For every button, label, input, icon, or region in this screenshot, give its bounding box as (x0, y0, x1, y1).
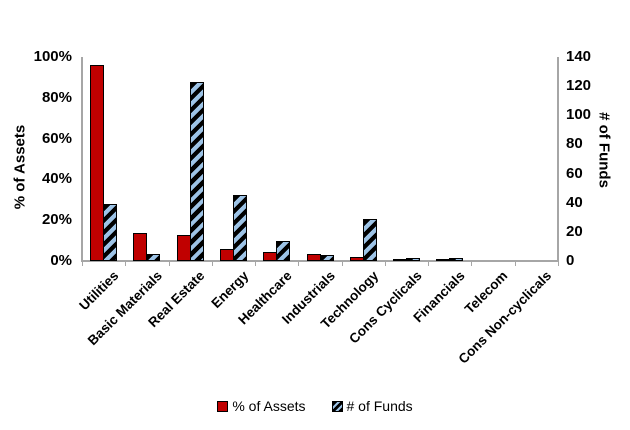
bar-number-of-funds (233, 195, 247, 261)
x-axis-tick-mark (255, 262, 256, 266)
right-axis-tick-label: 0 (566, 252, 575, 269)
x-category-label: Basic Materials (84, 268, 165, 349)
bar-percent-of-assets (307, 254, 321, 261)
x-axis-tick-mark (298, 262, 299, 266)
right-axis-tick-label: 20 (566, 222, 583, 240)
x-axis-tick-mark (82, 262, 83, 266)
bar-number-of-funds (406, 258, 420, 261)
x-axis-tick-mark (471, 262, 472, 266)
x-category-label: Energy (208, 268, 252, 311)
left-axis-tick-label: 0% (50, 252, 72, 269)
left-axis-tick-label: 80% (41, 88, 72, 106)
left-axis-tick-label: 20% (41, 211, 72, 229)
bar-percent-of-assets (177, 235, 191, 261)
x-axis-tick-mark (515, 262, 516, 266)
bar-number-of-funds (449, 258, 463, 261)
bottom-axis-line (81, 260, 559, 262)
legend-swatch-red-icon (217, 400, 229, 412)
x-axis-tick-mark (169, 262, 170, 266)
x-axis-tick-mark (558, 262, 559, 266)
bar-percent-of-assets (350, 257, 364, 261)
x-axis-tick-mark (125, 262, 126, 266)
bar-number-of-funds (320, 255, 334, 261)
right-axis-tick-label: 120 (566, 77, 592, 95)
bar-number-of-funds (363, 219, 377, 261)
bar-number-of-funds (276, 241, 290, 261)
bar-percent-of-assets (263, 252, 277, 261)
left-axis-tick-label: 60% (41, 129, 72, 147)
right-axis-tick-label: 140 (566, 48, 592, 65)
x-axis-tick-mark (212, 262, 213, 266)
right-axis-title: # of Funds (595, 112, 613, 188)
x-axis-tick-mark (342, 262, 343, 266)
legend-swatch-hatched-icon (331, 400, 343, 412)
left-axis-tick-label: 100% (33, 48, 72, 65)
bar-percent-of-assets (90, 65, 104, 261)
bar-number-of-funds (103, 204, 117, 261)
legend-item-percent-of-assets: % of Assets (217, 398, 306, 414)
bar-number-of-funds (190, 82, 204, 261)
bar-percent-of-assets (436, 259, 450, 261)
bar-percent-of-assets (220, 249, 234, 261)
bar-percent-of-assets (393, 259, 407, 261)
right-axis-tick-label: 80 (566, 135, 583, 153)
legend-label: % of Assets (232, 398, 306, 414)
right-axis-line (557, 57, 559, 262)
x-axis-tick-mark (385, 262, 386, 266)
left-axis-tick-label: 40% (41, 170, 72, 188)
right-axis-tick-label: 40 (566, 193, 583, 211)
legend: % of Assets # of Funds (0, 395, 630, 417)
legend-item-number-of-funds: # of Funds (331, 398, 413, 414)
bar-number-of-funds (146, 254, 160, 261)
bar-percent-of-assets (133, 233, 147, 261)
right-axis-tick-label: 100 (566, 106, 592, 124)
x-axis-tick-mark (428, 262, 429, 266)
legend-label: # of Funds (346, 398, 413, 414)
left-axis-line (81, 57, 83, 262)
right-axis-tick-label: 60 (566, 164, 583, 182)
